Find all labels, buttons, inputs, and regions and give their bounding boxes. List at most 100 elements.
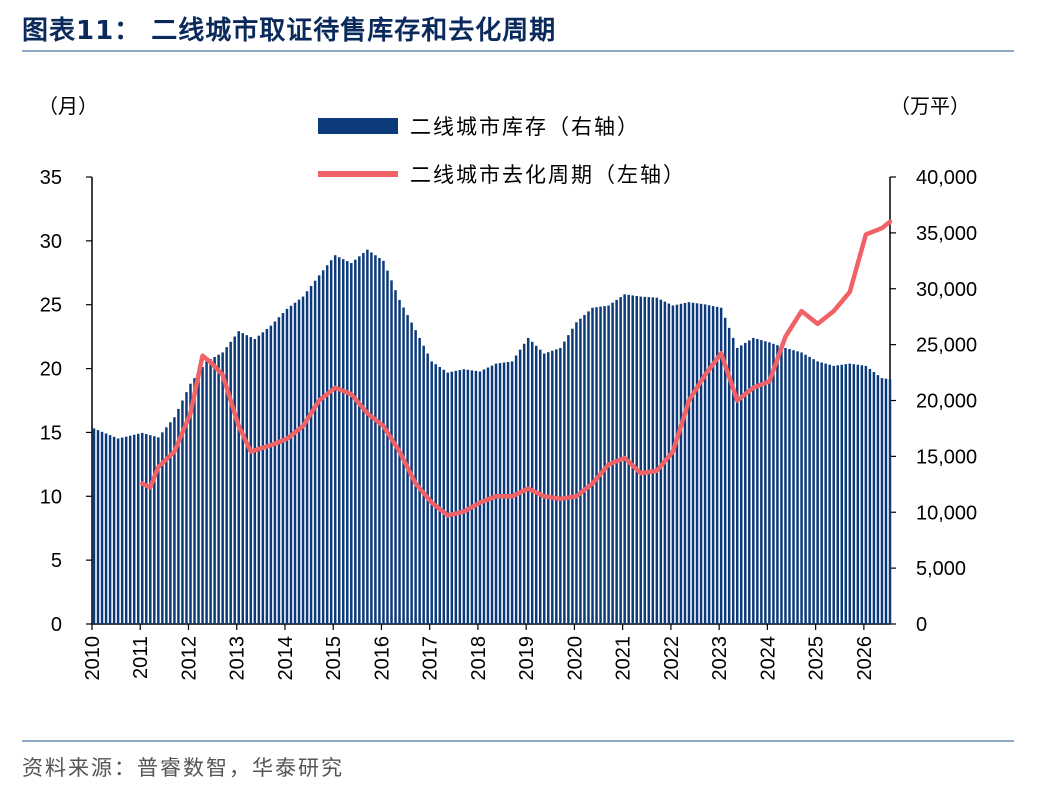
bar-series <box>92 249 892 625</box>
bar <box>104 433 108 624</box>
bar <box>543 353 546 624</box>
bar <box>426 353 429 624</box>
bar <box>100 431 104 624</box>
bar <box>727 327 731 624</box>
bar <box>321 270 325 624</box>
bar <box>289 305 293 624</box>
bar <box>559 347 562 624</box>
bar <box>305 291 309 624</box>
bar <box>671 305 675 624</box>
bar <box>647 297 651 624</box>
bar <box>253 339 257 624</box>
bar <box>281 313 285 624</box>
bar <box>752 337 755 624</box>
bar <box>768 342 771 624</box>
bar <box>478 371 482 624</box>
bar <box>382 260 385 624</box>
bar <box>579 318 582 624</box>
x-tick-label: 2020 <box>564 636 586 681</box>
bar <box>145 434 148 624</box>
bar <box>715 306 719 624</box>
bar <box>358 256 361 624</box>
bar <box>651 297 655 624</box>
bar <box>723 317 727 624</box>
bar <box>217 354 220 624</box>
bar <box>880 378 884 624</box>
bar <box>824 363 827 624</box>
bar <box>390 280 393 624</box>
tick-labels: 0510152025303505,00010,00015,00020,00025… <box>40 167 977 681</box>
bar <box>760 340 763 624</box>
bar <box>852 364 856 624</box>
left-tick-label: 10 <box>40 486 62 508</box>
bar <box>840 364 843 624</box>
x-tick-label: 2016 <box>371 636 393 681</box>
bar <box>237 331 240 624</box>
bar <box>120 437 124 624</box>
right-tick-label: 25,000 <box>916 335 977 357</box>
bar <box>888 379 892 624</box>
bar <box>414 330 417 624</box>
bar <box>450 371 454 624</box>
x-tick-label: 2019 <box>516 636 538 681</box>
bar <box>667 303 671 624</box>
bar <box>430 361 433 624</box>
bar <box>551 350 554 624</box>
bar <box>563 341 566 624</box>
bar <box>848 363 852 624</box>
bar <box>567 335 570 624</box>
bar <box>836 365 839 624</box>
bar <box>446 372 450 624</box>
bar <box>792 350 795 624</box>
bar <box>844 364 848 624</box>
bar <box>374 255 377 625</box>
x-tick-label: 2012 <box>178 636 200 681</box>
bar <box>539 349 542 624</box>
left-tick-label: 35 <box>40 167 62 189</box>
bar <box>683 303 687 624</box>
x-tick-label: 2024 <box>757 636 779 681</box>
bar <box>490 365 494 624</box>
bar <box>514 355 518 624</box>
x-tick-label: 2023 <box>709 636 731 681</box>
bar <box>265 328 269 624</box>
bar <box>313 280 317 624</box>
left-tick-label: 25 <box>40 295 62 317</box>
bar <box>161 432 164 624</box>
bar <box>659 299 663 624</box>
right-tick-label: 35,000 <box>916 223 977 245</box>
bar <box>346 261 349 624</box>
left-tick-label: 30 <box>40 231 62 253</box>
bar <box>804 354 807 624</box>
bar <box>575 322 578 624</box>
bar <box>474 370 478 624</box>
bar <box>193 378 196 624</box>
bar <box>591 307 594 624</box>
bar <box>462 369 466 624</box>
bar <box>518 349 522 624</box>
x-tick-label: 2014 <box>275 636 297 681</box>
x-tick-label: 2025 <box>806 636 828 681</box>
bar <box>707 305 711 624</box>
bar <box>418 337 421 624</box>
bar <box>454 370 458 624</box>
bar <box>828 364 831 624</box>
bar <box>149 435 152 624</box>
bar <box>442 369 446 624</box>
right-tick-label: 20,000 <box>916 391 977 413</box>
bar <box>603 306 606 624</box>
bar <box>241 333 244 624</box>
x-tick-label: 2017 <box>420 636 442 681</box>
bar <box>764 341 767 624</box>
bar <box>269 325 273 624</box>
bar <box>92 428 96 624</box>
bar <box>173 417 176 624</box>
bar <box>510 361 514 624</box>
bar <box>599 306 602 624</box>
x-tick-label: 2021 <box>613 636 635 681</box>
bar <box>261 332 265 624</box>
bar <box>273 321 277 624</box>
bar <box>205 361 208 624</box>
bar <box>506 361 510 624</box>
bar <box>679 303 683 624</box>
